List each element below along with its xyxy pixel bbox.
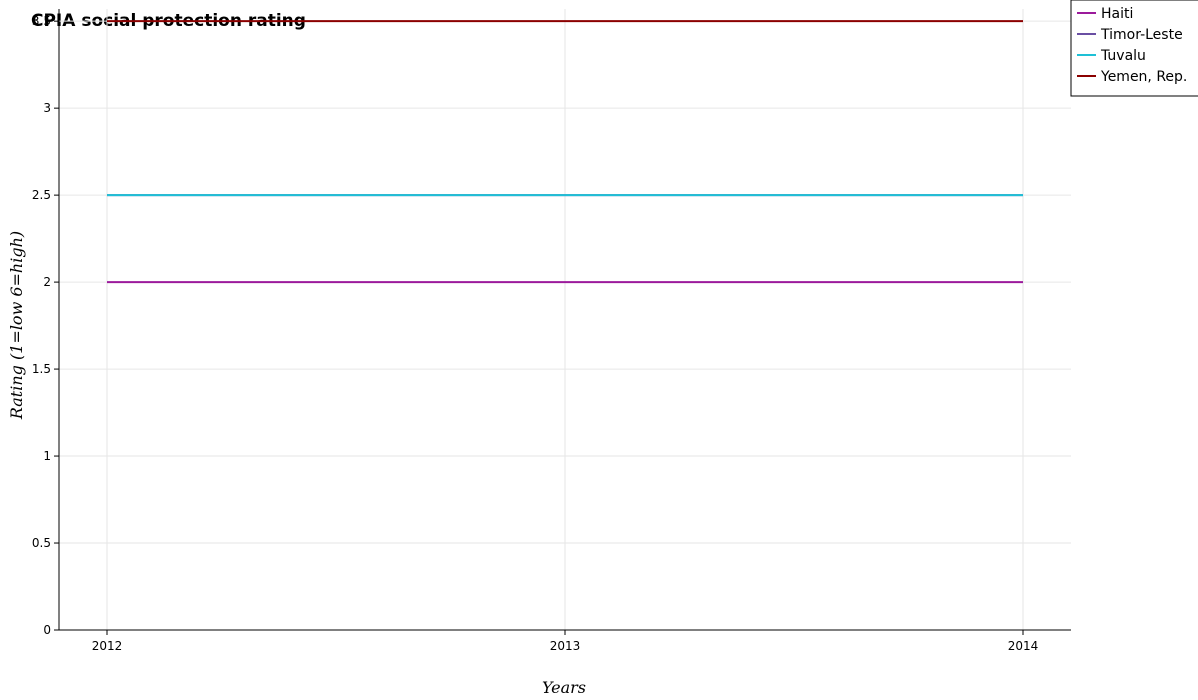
x-axis-label: Years [542,678,586,697]
y-tick-label: 2 [43,275,51,289]
grid [59,9,1071,631]
y-tick-label: 3 [43,101,51,115]
y-tick-label: 3.5 [32,14,51,28]
x-tick-label: 2012 [92,639,123,653]
y-tick-label: 2.5 [32,188,51,202]
legend-label: Timor-Leste [1100,27,1183,43]
y-tick-label: 1 [43,449,51,463]
x-tick-label: 2013 [550,639,581,653]
y-axis-label: Rating (1=low 6=high) [7,231,26,420]
x-tick-label: 2014 [1008,639,1039,653]
legend-label: Haiti [1101,6,1133,22]
y-tick-label: 0 [43,623,51,637]
axes: 0 0.5 1 1.5 2 2.5 3 3.5 2012 2013 2014 [32,9,1071,653]
series-lines [107,20,1023,284]
legend: Haiti Timor-Leste Tuvalu Yemen, Rep. [1070,0,1198,97]
y-tick-label: 0.5 [32,536,51,550]
legend-label: Tuvalu [1100,48,1146,64]
legend-label: Yemen, Rep. [1100,69,1187,85]
y-tick-label: 1.5 [32,362,51,376]
legend-box [1070,0,1198,97]
